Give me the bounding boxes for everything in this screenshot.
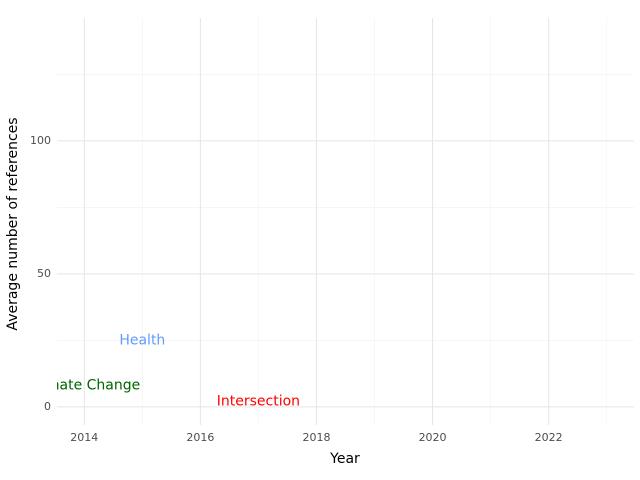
x-tick-label: 2018: [302, 431, 330, 444]
annotation: Health: [119, 332, 165, 348]
y-tick-label: 50: [37, 267, 51, 280]
annotation: Climate Change: [28, 378, 140, 394]
y-tick-label: 100: [30, 134, 51, 147]
x-tick-label: 2014: [70, 431, 98, 444]
x-tick-label: 2016: [186, 431, 214, 444]
grid: [57, 18, 634, 425]
x-tick-label: 2022: [535, 431, 563, 444]
x-axis-title: Year: [329, 451, 360, 467]
y-axis-title: Average number of references: [5, 117, 21, 330]
annotation: Intersection: [217, 394, 300, 410]
x-tick-label: 2020: [419, 431, 447, 444]
annotations: Health Climate Change Intersection: [28, 332, 300, 410]
y-tick-label: 0: [44, 400, 51, 413]
